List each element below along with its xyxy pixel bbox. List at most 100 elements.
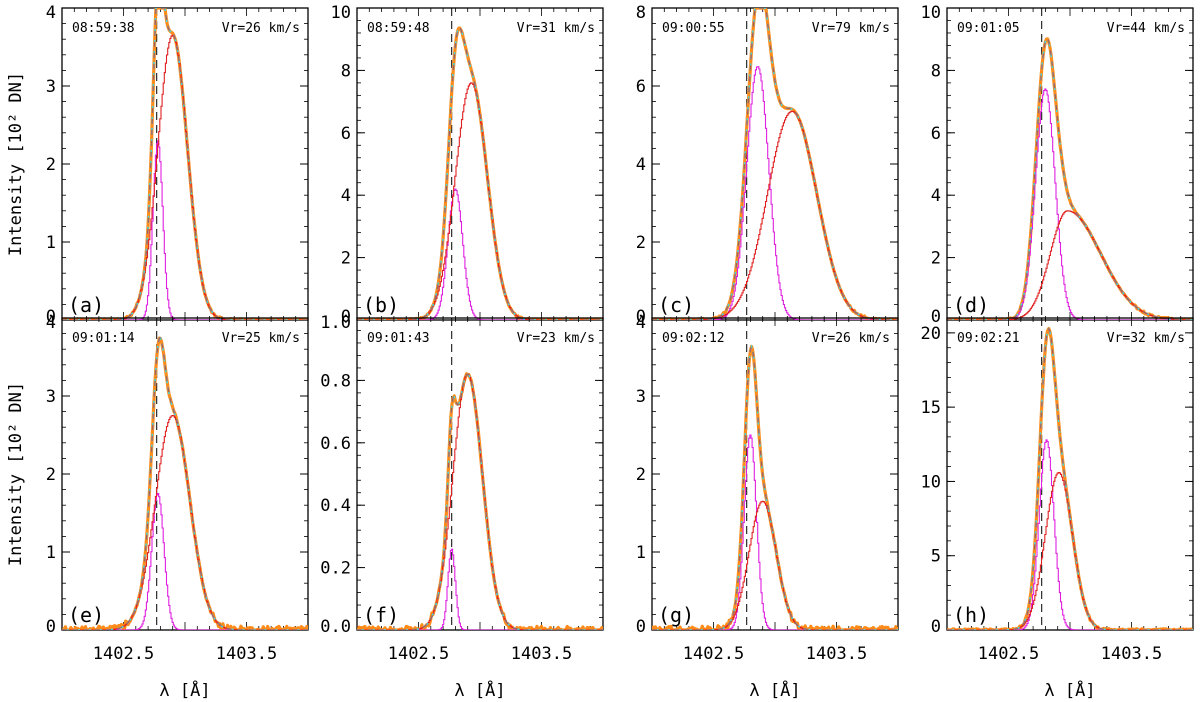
x-axis-title: λ [Å] bbox=[749, 679, 800, 701]
y-axis-title: Intensity [10² DN] bbox=[6, 382, 26, 566]
panel-velocity-label: Vr=25 km/s bbox=[222, 331, 300, 346]
narrow-component-line bbox=[62, 493, 308, 630]
x-tick-label: 1402.5 bbox=[978, 644, 1039, 664]
narrow-component-line bbox=[357, 548, 603, 630]
fit-overlay-line bbox=[62, 8, 308, 320]
panel-g: 0 1 2 3 4 1402.5 1403.5 09:02:12 Vr=26 km/s (g) bbox=[636, 313, 899, 664]
panel-frame bbox=[946, 7, 1194, 321]
panel-frame bbox=[356, 317, 604, 631]
panel-velocity-label: Vr=26 km/s bbox=[222, 21, 300, 36]
observed-profile-line bbox=[357, 372, 603, 630]
panel-letter-label: (g) bbox=[658, 603, 694, 627]
y-tick-label: 3 bbox=[46, 387, 56, 407]
panel-velocity-label: Vr=31 km/s bbox=[517, 21, 595, 36]
broad-component-line bbox=[62, 34, 308, 320]
narrow-component-line bbox=[947, 88, 1193, 320]
panel-f: 0.0 0.2 0.4 0.6 0.8 1.0 1402.5 1403.5 09:01:43 Vr… bbox=[320, 313, 604, 664]
y-tick-label: 0 bbox=[931, 307, 941, 327]
fit-overlay-line bbox=[947, 38, 1193, 320]
observed-profile-line bbox=[357, 26, 603, 320]
y-tick-label: 6 bbox=[931, 124, 941, 144]
observed-profile-line bbox=[652, 344, 898, 630]
narrow-component-line bbox=[947, 439, 1193, 630]
fit-overlay-line bbox=[357, 27, 603, 320]
y-axis-title: Intensity [10² DN] bbox=[6, 72, 26, 256]
y-tick-label: 2 bbox=[636, 465, 646, 485]
fit-overlay-line bbox=[652, 344, 898, 630]
y-tick-label: 0 bbox=[46, 307, 56, 327]
panel-letter-label: (f) bbox=[363, 603, 399, 627]
fit-overlay-line bbox=[357, 373, 603, 630]
panel-time-label: 08:59:48 bbox=[367, 21, 430, 36]
y-tick-label: 6 bbox=[636, 77, 646, 97]
panel-velocity-label: Vr=23 km/s bbox=[517, 331, 595, 346]
x-tick-label: 1402.5 bbox=[93, 644, 154, 664]
y-tick-label: 0 bbox=[931, 617, 941, 637]
y-tick-label: 10 bbox=[331, 3, 351, 23]
panel-letter-label: (d) bbox=[953, 293, 989, 317]
y-tick-label: 1 bbox=[46, 233, 56, 253]
y-tick-label: 4 bbox=[931, 186, 941, 206]
panel-e: 0 1 2 3 4 1402.5 1403.5 09:01:14 Vr=25 km/s (e) bbox=[46, 313, 309, 664]
y-tick-label: 1 bbox=[46, 543, 56, 563]
y-tick-label: 1.0 bbox=[320, 313, 351, 333]
y-tick-label: 8 bbox=[636, 3, 646, 23]
total-fit-line bbox=[62, 336, 308, 630]
y-tick-label: 3 bbox=[46, 77, 56, 97]
panel-velocity-label: Vr=26 km/s bbox=[812, 331, 890, 346]
y-tick-label: 0 bbox=[46, 617, 56, 637]
y-tick-label: 4 bbox=[341, 186, 351, 206]
total-fit-line bbox=[947, 327, 1193, 630]
panel-d: 0 2 4 6 8 10 09:01:05 Vr=44 km/s (d) bbox=[921, 3, 1194, 327]
observed-profile-line bbox=[947, 37, 1193, 320]
panel-frame bbox=[946, 317, 1194, 631]
panel-time-label: 09:02:21 bbox=[957, 331, 1020, 346]
y-tick-label: 20 bbox=[921, 324, 941, 344]
panel-frame bbox=[651, 7, 899, 321]
panel-velocity-label: Vr=79 km/s bbox=[812, 21, 890, 36]
panel-letter-label: (a) bbox=[68, 293, 104, 317]
panel-velocity-label: Vr=44 km/s bbox=[1107, 21, 1185, 36]
observed-profile-line bbox=[947, 326, 1193, 630]
x-tick-label: 1403.5 bbox=[216, 644, 277, 664]
narrow-component-line bbox=[357, 188, 603, 320]
y-tick-label: 0.0 bbox=[320, 617, 351, 637]
y-tick-label: 4 bbox=[46, 313, 56, 333]
y-tick-label: 0.6 bbox=[320, 434, 351, 454]
total-fit-line bbox=[947, 37, 1193, 320]
observed-profile-line bbox=[62, 336, 308, 630]
y-tick-label: 8 bbox=[931, 61, 941, 81]
total-fit-line bbox=[652, 8, 898, 320]
x-tick-label: 1403.5 bbox=[1101, 644, 1162, 664]
y-tick-label: 0 bbox=[636, 617, 646, 637]
total-fit-line bbox=[62, 8, 308, 320]
y-tick-label: 1 bbox=[636, 543, 646, 563]
x-tick-label: 1402.5 bbox=[388, 644, 449, 664]
y-tick-label: 10 bbox=[921, 3, 941, 23]
y-tick-label: 5 bbox=[931, 547, 941, 567]
panel-frame bbox=[356, 7, 604, 321]
observed-profile-line bbox=[652, 8, 898, 320]
broad-component-line bbox=[357, 373, 603, 630]
y-tick-label: 2 bbox=[46, 465, 56, 485]
y-tick-label: 15 bbox=[921, 398, 941, 418]
fit-overlay-line bbox=[62, 336, 308, 630]
y-tick-label: 0.8 bbox=[320, 371, 351, 391]
x-tick-label: 1403.5 bbox=[806, 644, 867, 664]
panel-frame bbox=[61, 7, 309, 321]
fit-overlay-line bbox=[652, 8, 898, 320]
panel-c: 0 2 4 6 8 09:00:55 Vr=79 km/s (c) bbox=[636, 3, 899, 327]
broad-component-line bbox=[947, 210, 1193, 320]
y-tick-label: 0 bbox=[341, 307, 351, 327]
total-fit-line bbox=[357, 27, 603, 320]
y-tick-label: 2 bbox=[931, 249, 941, 269]
panel-time-label: 09:02:12 bbox=[662, 331, 725, 346]
panel-letter-label: (h) bbox=[953, 603, 989, 627]
x-tick-label: 1402.5 bbox=[683, 644, 744, 664]
y-tick-label: 2 bbox=[341, 249, 351, 269]
observed-profile-line bbox=[62, 8, 308, 320]
panel-b: 0 2 4 6 8 10 08:59:48 Vr=31 km/s (b) bbox=[331, 3, 604, 327]
narrow-component-line bbox=[62, 140, 308, 320]
fit-overlay-line bbox=[947, 327, 1193, 630]
